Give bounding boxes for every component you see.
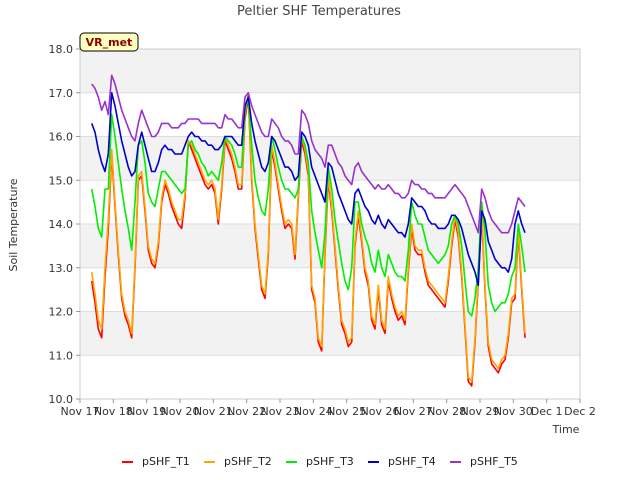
plot-band	[80, 267, 580, 312]
x-tick-label: Nov 26	[361, 405, 400, 418]
y-tick-label: 16.0	[49, 131, 74, 144]
legend-label-pshf-t5: pSHF_T5	[470, 455, 518, 468]
y-tick-label: 14.0	[49, 218, 74, 231]
y-tick-label: 18.0	[49, 43, 74, 56]
legend-label-pshf-t4: pSHF_T4	[388, 455, 436, 468]
x-tick-label: Nov 24	[294, 405, 333, 418]
chart-title: Peltier SHF Temperatures	[237, 4, 401, 19]
x-tick-label: Nov 25	[327, 405, 366, 418]
x-tick-label: Nov 22	[227, 405, 266, 418]
station-badge-label: VR_met	[86, 36, 133, 49]
x-tick-label: Dec 2	[564, 405, 596, 418]
x-tick-label: Nov 27	[394, 405, 433, 418]
x-tick-label: Nov 17	[61, 405, 100, 418]
plot-band	[80, 311, 580, 356]
x-tick-label: Nov 23	[261, 405, 300, 418]
x-tick-label: Nov 21	[194, 405, 233, 418]
series-line-pshf-t4	[90, 92, 526, 287]
y-axis: 10.0 11.0 12.0 13.0 14.0 15.0 16.0 17.0 18.0	[49, 43, 80, 406]
series-lines	[90, 74, 526, 387]
y-tick-label: 12.0	[49, 306, 74, 319]
legend-label-pshf-t3: pSHF_T3	[306, 455, 354, 468]
x-axis-label: Time	[552, 423, 580, 436]
y-tick-label: 10.0	[49, 393, 74, 406]
plot-band	[80, 355, 580, 399]
x-tick-label: Nov 18	[94, 405, 133, 418]
plot-band	[80, 49, 580, 93]
station-badge-box	[79, 32, 139, 52]
x-tick-label: Dec 1	[531, 405, 563, 418]
legend-label-pshf-t1: pSHF_T1	[142, 455, 190, 468]
x-tick-label: Nov 30	[494, 405, 533, 418]
y-tick-label: 13.0	[49, 262, 74, 275]
y-tick-label: 15.0	[49, 174, 74, 187]
y-tick-label: 17.0	[49, 87, 74, 100]
legend-label-pshf-t2: pSHF_T2	[224, 455, 272, 468]
x-tick-label: Nov 19	[127, 405, 166, 418]
y-tick-label: 11.0	[49, 349, 74, 362]
legend: pSHF_T1 pSHF_T2 pSHF_T3 pSHF_T4 pSHF_T5	[122, 455, 518, 468]
station-badge: VR_met	[79, 32, 139, 52]
x-tick-label: Nov 29	[461, 405, 500, 418]
series-line-pshf-t5	[91, 74, 526, 234]
y-axis-label: Soil Temperature	[7, 178, 20, 271]
x-tick-label: Nov 28	[427, 405, 466, 418]
series-line-pshf-t3	[90, 96, 526, 317]
x-tick-label: Nov 20	[161, 405, 200, 418]
plot-band	[80, 92, 580, 137]
